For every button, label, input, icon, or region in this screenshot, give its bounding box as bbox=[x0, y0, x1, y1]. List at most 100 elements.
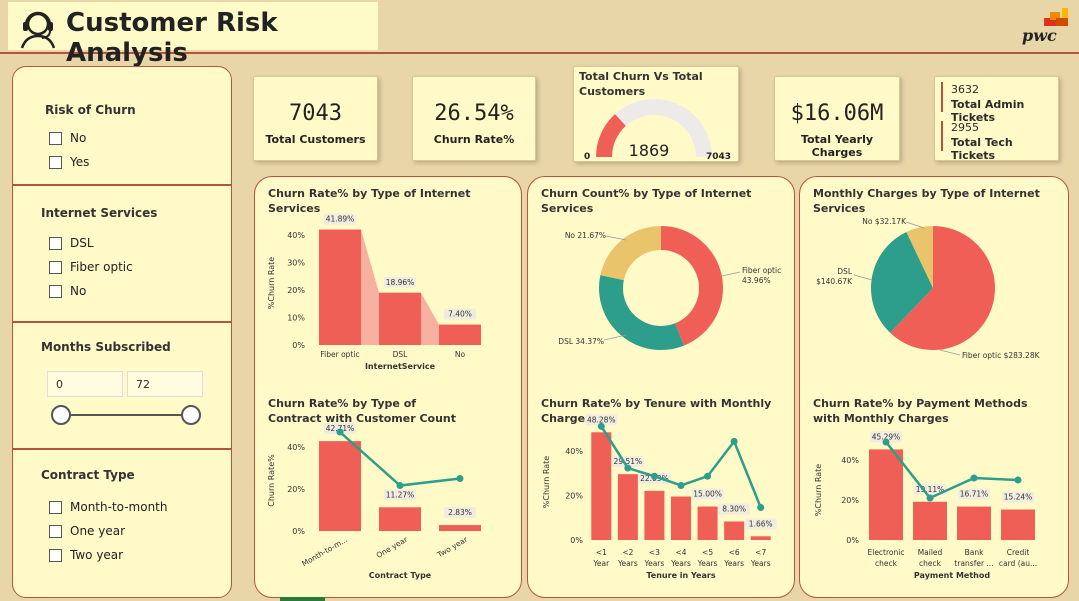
gauge-chart: 0 7043 1869 bbox=[584, 99, 731, 162]
months-range-slider[interactable] bbox=[47, 403, 207, 427]
y-tick-label: 0% bbox=[570, 536, 583, 545]
y-tick-label: 0% bbox=[292, 527, 305, 536]
kpi-yearly-charges: $16.06M Total Yearly Charges bbox=[774, 76, 900, 161]
data-label: 16.71% bbox=[960, 490, 989, 499]
page-tab-indicator bbox=[280, 597, 325, 601]
checkbox[interactable] bbox=[49, 284, 62, 298]
pie-slice bbox=[871, 231, 933, 333]
bar bbox=[671, 496, 691, 540]
data-label-bg bbox=[585, 414, 618, 426]
risk-of-churn-slicer: Risk of Churn No Yes bbox=[13, 67, 231, 186]
data-label: 15.24% bbox=[1004, 493, 1033, 502]
admin-tickets-value: 3632 bbox=[951, 83, 979, 96]
data-label: 1.66% bbox=[749, 519, 773, 528]
x-tick-label: <6 bbox=[729, 548, 740, 557]
checkbox[interactable] bbox=[49, 131, 62, 145]
data-label: 48.28% bbox=[587, 415, 616, 424]
x-tick-label: Years bbox=[617, 559, 638, 568]
checkbox[interactable] bbox=[49, 548, 62, 562]
checkbox[interactable] bbox=[49, 155, 62, 169]
y-tick-label: 20% bbox=[287, 286, 305, 295]
gauge-max: 7043 bbox=[706, 152, 731, 162]
data-label: 11.27% bbox=[386, 490, 415, 499]
checkbox[interactable] bbox=[49, 260, 62, 274]
data-label-bg bbox=[444, 308, 476, 320]
y-tick-label: 0% bbox=[292, 341, 305, 350]
data-label-bg bbox=[744, 518, 777, 530]
checkbox[interactable] bbox=[49, 236, 62, 250]
slice-label: DSL 34.37% bbox=[558, 337, 604, 346]
data-label-bg bbox=[611, 456, 644, 468]
line-point bbox=[970, 474, 978, 482]
kpi-label: Churn Rate% bbox=[433, 133, 515, 146]
data-label-bg bbox=[444, 507, 476, 519]
line-point bbox=[677, 481, 685, 489]
slice-label: Fiber optic $283.28K bbox=[962, 351, 1041, 360]
x-tick-label: <7 bbox=[755, 548, 766, 557]
months-max-input[interactable]: 72 bbox=[127, 371, 203, 397]
months-min-input[interactable]: 0 bbox=[47, 371, 123, 397]
option-dsl[interactable]: DSL bbox=[49, 236, 94, 250]
x-tick-label: DSL bbox=[393, 350, 409, 359]
x-tick-label: check bbox=[875, 559, 898, 568]
x-tick-label: Years bbox=[670, 559, 691, 568]
line-point bbox=[336, 428, 344, 436]
checkbox[interactable] bbox=[49, 500, 62, 514]
leader-line bbox=[905, 221, 925, 229]
admin-tickets-label: Total Admin Tickets bbox=[951, 98, 1025, 124]
x-axis-label: Payment Method bbox=[914, 571, 990, 580]
y-axis-label: %Churn Rate bbox=[814, 464, 823, 517]
x-tick-label: card (au... bbox=[999, 559, 1037, 568]
gauge-value: 1869 bbox=[629, 141, 670, 160]
x-tick-label: <2 bbox=[622, 548, 633, 557]
data-label-bg bbox=[718, 503, 751, 515]
line-point bbox=[926, 494, 934, 502]
bar bbox=[957, 506, 991, 540]
leader-line bbox=[603, 334, 627, 341]
x-axis-label: Contract Type bbox=[369, 571, 432, 580]
data-label-bg bbox=[870, 431, 902, 443]
bar bbox=[439, 525, 481, 531]
page-title: Customer Risk Analysis bbox=[66, 8, 278, 68]
y-tick-label: 40% bbox=[287, 443, 305, 452]
slice-label: DSL bbox=[837, 267, 853, 276]
data-label-bg bbox=[958, 488, 990, 500]
bar bbox=[617, 474, 638, 540]
slicer-title-internet: Internet Services bbox=[41, 206, 158, 220]
line-point bbox=[757, 504, 765, 512]
x-tick-label: Years bbox=[644, 559, 665, 568]
bar bbox=[439, 324, 481, 345]
line-point bbox=[396, 482, 404, 490]
y-axis-label: Churn Rate% bbox=[267, 454, 276, 507]
y-tick-label: 10% bbox=[287, 313, 305, 322]
chart-title: Churn Rate% by Type of Contract with Cus… bbox=[268, 397, 457, 425]
checkbox[interactable] bbox=[49, 524, 62, 538]
x-tick-label: One year bbox=[375, 534, 410, 559]
slice-label: No $32.17K bbox=[862, 217, 907, 226]
kpi-total-customers: 7043 Total Customers bbox=[253, 76, 378, 161]
option-risk-yes[interactable]: Yes bbox=[49, 155, 89, 169]
option-two-year[interactable]: Two year bbox=[49, 548, 123, 562]
data-label: 7.40% bbox=[448, 310, 472, 319]
x-tick-label: Credit bbox=[1007, 548, 1030, 557]
ticket-accent-bar bbox=[941, 82, 943, 112]
bar bbox=[869, 449, 903, 540]
x-tick-label: Year bbox=[592, 559, 610, 568]
option-no-internet[interactable]: No bbox=[49, 284, 86, 298]
kpi-churn-gauge: Total Churn Vs Total Customers 0 7043 18… bbox=[573, 66, 739, 162]
slider-handle-min bbox=[51, 405, 71, 425]
option-month-to-month[interactable]: Month-to-month bbox=[49, 500, 168, 514]
option-one-year[interactable]: One year bbox=[49, 524, 125, 538]
option-fiber-optic[interactable]: Fiber optic bbox=[49, 260, 133, 274]
line-point bbox=[882, 438, 890, 446]
pwc-logo-text: pwc bbox=[1022, 26, 1057, 45]
y-axis-label: %Churn Rate bbox=[542, 456, 551, 509]
data-label: 15.00% bbox=[693, 490, 722, 499]
data-label: 41.89% bbox=[326, 215, 355, 224]
x-axis-label: Tenure in Years bbox=[646, 571, 715, 580]
ticket-accent-bar bbox=[941, 121, 943, 151]
x-tick-label: Electronic bbox=[868, 548, 905, 557]
option-risk-no[interactable]: No bbox=[49, 131, 86, 145]
bar bbox=[319, 229, 361, 345]
